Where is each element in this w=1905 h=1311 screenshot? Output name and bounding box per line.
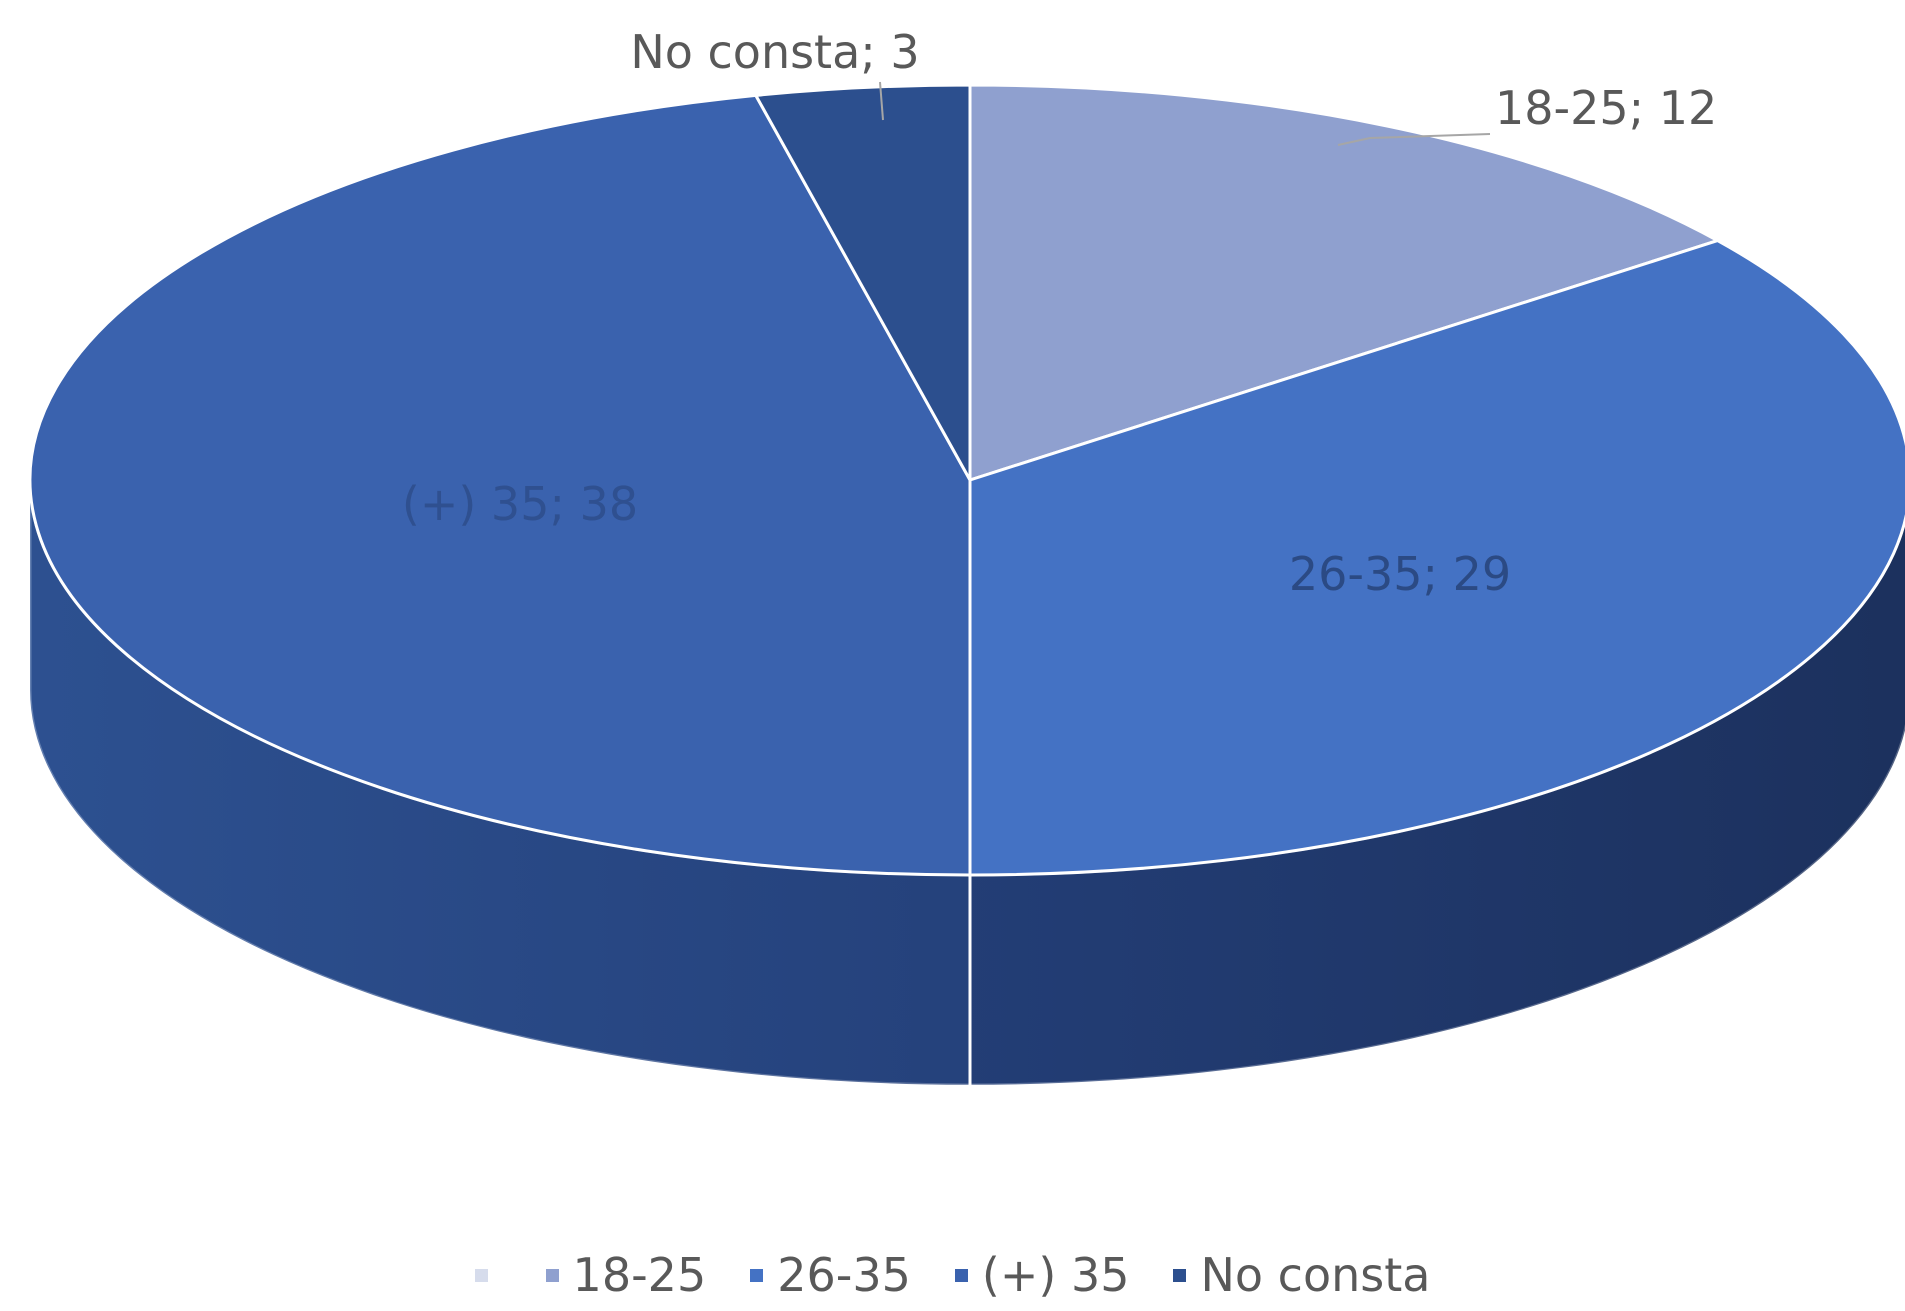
legend-label-18-25: 18-25	[572, 1248, 707, 1302]
pie-top	[28, 83, 1905, 877]
leader-line-18-25	[1337, 133, 1491, 146]
data-label-(+) 35: (+) 35; 38	[402, 477, 638, 531]
legend-item-35-plus: (+) 35	[954, 1248, 1130, 1302]
legend-item-blank	[474, 1268, 502, 1282]
pie-side-shading	[30, 480, 1905, 1085]
legend-swatch-18-25	[545, 1268, 559, 1282]
legend-swatch-35-plus	[954, 1268, 968, 1282]
legend-label-35-plus: (+) 35	[981, 1248, 1130, 1302]
pie-slice-No consta	[753, 83, 972, 486]
data-label-No consta: No consta; 3	[630, 25, 919, 79]
pie-slice-18-25	[968, 83, 1722, 483]
data-label-18-25: 18-25; 12	[1495, 81, 1717, 135]
legend-label-no-consta: No consta	[1200, 1248, 1431, 1302]
legend-swatch-blank	[474, 1268, 488, 1282]
data-label-26-35: 26-35; 29	[1289, 547, 1511, 601]
legend-swatch-26-35	[750, 1268, 764, 1282]
leader-line-No consta	[879, 81, 884, 121]
pie-slice-26-35	[968, 238, 1905, 877]
legend-item-26-35: 26-35	[750, 1248, 911, 1302]
legend-swatch-no-consta	[1173, 1268, 1187, 1282]
legend: 18-25 26-35 (+) 35 No consta	[0, 1248, 1905, 1302]
pie-slice-(+) 35	[28, 93, 972, 877]
legend-item-no-consta: No consta	[1173, 1248, 1430, 1302]
legend-item-18-25: 18-25	[545, 1248, 707, 1302]
legend-label-26-35: 26-35	[777, 1248, 911, 1302]
